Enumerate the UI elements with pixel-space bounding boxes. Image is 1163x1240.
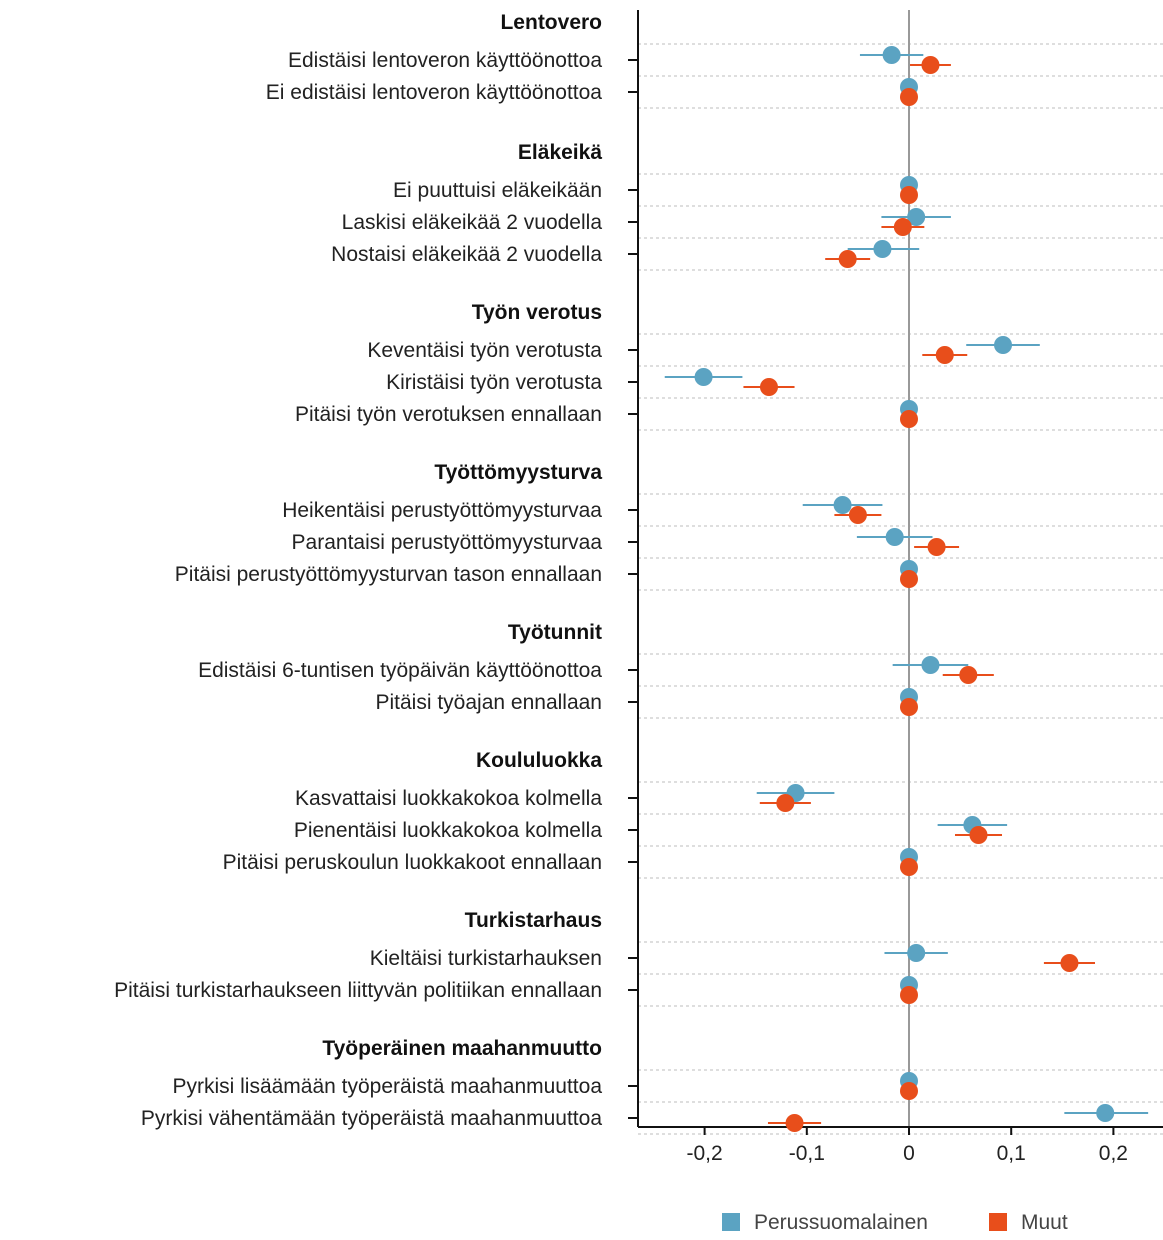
- category-label: Pienentäisi luokkakokoa kolmella: [294, 819, 602, 842]
- point-perussuomalainen: [907, 208, 926, 226]
- legend-item-perussuomalainen[interactable]: Perussuomalainen: [722, 1211, 928, 1234]
- legend-label: Muut: [1021, 1211, 1068, 1234]
- point-muut: [838, 250, 857, 268]
- category-label: Edistäisi lentoveron käyttöönottoa: [288, 49, 602, 72]
- category-label: Keventäisi työn verotusta: [367, 339, 602, 362]
- point-muut: [900, 410, 918, 428]
- category-label: Pitäisi työajan ennallaan: [376, 691, 603, 714]
- group-title: Turkistarhaus: [465, 909, 602, 932]
- point-muut: [959, 666, 978, 684]
- point-muut: [927, 538, 946, 556]
- point-muut: [900, 698, 918, 716]
- category-label: Pitäisi perustyöttömyysturvan tason enna…: [175, 563, 602, 586]
- point-muut: [900, 88, 918, 106]
- x-tick-label: 0,2: [1099, 1142, 1128, 1165]
- category-label: Laskisi eläkeikää 2 vuodella: [342, 211, 603, 234]
- group-title: Työtunnit: [508, 621, 602, 644]
- point-perussuomalainen: [921, 656, 940, 674]
- point-muut: [1060, 954, 1079, 972]
- x-tick-label: 0: [903, 1142, 915, 1165]
- point-muut: [921, 56, 940, 74]
- legend-item-muut[interactable]: Muut: [989, 1211, 1068, 1234]
- category-label: Pitäisi turkistarhaukseen liittyvän poli…: [114, 979, 602, 1002]
- category-label: Heikentäisi perustyöttömyysturvaa: [282, 499, 602, 522]
- point-muut: [900, 858, 918, 876]
- point-muut: [900, 986, 918, 1004]
- category-label: Kieltäisi turkistarhauksen: [370, 947, 602, 970]
- point-muut: [900, 186, 918, 204]
- group-title: Koululuokka: [476, 749, 602, 772]
- point-muut: [848, 506, 867, 524]
- point-muut: [900, 1082, 918, 1100]
- x-tick-label: -0,1: [789, 1142, 825, 1165]
- point-muut: [900, 570, 918, 588]
- group-title: Työttömyysturva: [434, 461, 602, 484]
- group-title: Työperäinen maahanmuutto: [322, 1037, 602, 1060]
- group-title: Työn verotus: [472, 301, 602, 324]
- point-muut: [785, 1114, 804, 1132]
- category-label: Pyrkisi vähentämään työperäistä maahanmu…: [141, 1107, 602, 1130]
- point-perussuomalainen: [1096, 1104, 1115, 1122]
- row-separators: [638, 43, 1163, 1135]
- legend[interactable]: Perussuomalainen Muut: [722, 1211, 1068, 1234]
- category-label: Kasvattaisi luokkakokoa kolmella: [295, 787, 602, 810]
- point-perussuomalainen: [882, 46, 901, 64]
- category-label: Nostaisi eläkeikää 2 vuodella: [331, 243, 602, 266]
- point-perussuomalainen: [907, 944, 926, 962]
- point-muut: [776, 794, 795, 812]
- group-title: Eläkeikä: [518, 141, 602, 164]
- point-muut: [759, 378, 778, 396]
- x-tick-label: -0,2: [687, 1142, 723, 1165]
- legend-label: Perussuomalainen: [754, 1211, 928, 1234]
- point-muut: [893, 218, 912, 236]
- point-muut: [935, 346, 954, 364]
- category-label: Parantaisi perustyöttömyysturvaa: [292, 531, 603, 554]
- category-label: Pitäisi peruskoulun luokkakoot ennallaan: [223, 851, 602, 874]
- point-perussuomalainen: [885, 528, 904, 546]
- category-label: Ei puuttuisi eläkeikään: [393, 179, 602, 202]
- category-labels: Lentovero Edistäisi lentoveron käyttöönot…: [114, 11, 602, 1130]
- category-label: Kiristäisi työn verotusta: [386, 371, 602, 394]
- category-label: Pitäisi työn verotuksen ennallaan: [295, 403, 602, 426]
- x-tick-label: 0,1: [997, 1142, 1026, 1165]
- legend-swatch: [722, 1213, 740, 1231]
- point-perussuomalainen: [873, 240, 892, 258]
- axes: -0,2 -0,1 0 0,1 0,2: [628, 10, 1163, 1165]
- point-perussuomalainen: [694, 368, 713, 386]
- point-perussuomalainen: [994, 336, 1013, 354]
- group-title: Lentovero: [500, 11, 602, 34]
- category-label: Edistäisi 6-tuntisen työpäivän käyttööno…: [198, 659, 602, 682]
- point-perussuomalainen: [833, 496, 852, 514]
- point-muut: [969, 826, 988, 844]
- legend-swatch: [989, 1213, 1007, 1231]
- category-label: Pyrkisi lisäämään työperäistä maahanmuut…: [172, 1075, 602, 1098]
- data-marks: [664, 46, 1149, 1132]
- category-label: Ei edistäisi lentoveron käyttöönottoa: [266, 81, 603, 104]
